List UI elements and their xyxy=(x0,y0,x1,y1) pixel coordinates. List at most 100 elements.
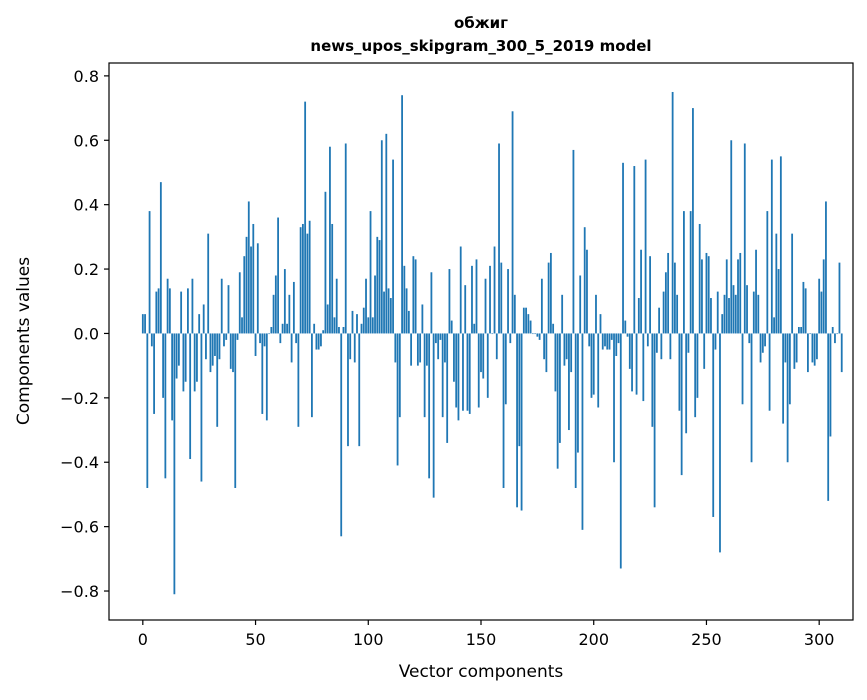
bar-250 xyxy=(705,252,708,334)
bar-257 xyxy=(721,314,724,334)
bar-78 xyxy=(317,333,320,350)
bar-203 xyxy=(599,314,602,334)
bar-217 xyxy=(631,333,633,392)
bar-35 xyxy=(220,278,223,334)
bar-169 xyxy=(522,307,525,334)
bar-97 xyxy=(360,323,363,334)
bar-275 xyxy=(761,333,764,353)
plot-frame xyxy=(108,62,854,621)
bar-41 xyxy=(234,333,237,488)
bar-143 xyxy=(464,285,467,334)
bar-73 xyxy=(306,233,309,334)
bar-186 xyxy=(561,294,564,334)
bar-219 xyxy=(635,333,638,395)
bar-72 xyxy=(304,101,307,334)
bar-155 xyxy=(491,333,494,335)
x-axis-ticks: 0 50 100 150 200 250 300 xyxy=(138,620,834,649)
bar-125 xyxy=(423,333,426,418)
bar-207 xyxy=(608,333,611,350)
bar-287 xyxy=(788,333,791,405)
bar-114 xyxy=(398,333,401,418)
y-tick-label-3: −0.2 xyxy=(60,389,99,408)
bar-14 xyxy=(173,333,176,595)
bar-136 xyxy=(448,269,451,334)
bar-177 xyxy=(540,278,543,334)
bar-124 xyxy=(421,304,424,334)
bar-29 xyxy=(207,233,210,334)
bar-303 xyxy=(825,201,827,334)
bar-216 xyxy=(628,333,631,369)
bar-65 xyxy=(288,294,291,334)
bar-92 xyxy=(349,333,352,360)
bar-182 xyxy=(552,323,555,334)
bar-98 xyxy=(362,307,365,334)
x-tick-label-0: 0 xyxy=(138,630,148,649)
bar-51 xyxy=(256,243,259,334)
bar-204 xyxy=(601,333,604,350)
bar-164 xyxy=(511,111,514,334)
bar-123 xyxy=(419,333,422,363)
bar-301 xyxy=(820,291,823,334)
bar-49 xyxy=(252,223,255,334)
bar-247 xyxy=(698,223,701,334)
bar-202 xyxy=(597,333,600,408)
x-tick-label-250: 250 xyxy=(691,630,722,649)
bar-108 xyxy=(385,133,388,334)
bar-211 xyxy=(617,333,620,344)
bar-17 xyxy=(180,291,183,334)
bar-220 xyxy=(637,298,640,334)
bar-139 xyxy=(455,333,458,408)
bar-95 xyxy=(356,314,358,334)
bar-298 xyxy=(813,333,816,366)
bar-289 xyxy=(793,333,796,369)
bar-134 xyxy=(444,333,446,363)
bar-154 xyxy=(489,265,491,334)
bar-200 xyxy=(592,333,595,395)
bar-187 xyxy=(563,333,566,366)
bar-282 xyxy=(777,269,780,334)
bar-142 xyxy=(462,333,464,411)
bar-152 xyxy=(484,278,487,334)
bar-12 xyxy=(168,288,171,334)
bar-63 xyxy=(283,269,286,334)
bar-244 xyxy=(692,108,694,334)
bar-242 xyxy=(687,333,690,353)
bar-246 xyxy=(696,333,699,398)
y-tick-label-7: 0.6 xyxy=(74,131,99,150)
bar-22 xyxy=(191,278,194,334)
y-tick-label-2: −0.4 xyxy=(60,453,99,472)
y-tick-label-1: −0.6 xyxy=(60,518,99,537)
bar-172 xyxy=(529,320,532,334)
bar-265 xyxy=(739,252,742,334)
bar-21 xyxy=(189,333,192,460)
bar-127 xyxy=(428,333,431,479)
bar-64 xyxy=(286,323,289,334)
bar-159 xyxy=(500,262,503,334)
bar-280 xyxy=(773,317,775,334)
bar-33 xyxy=(216,333,219,427)
bar-131 xyxy=(437,333,440,360)
bar-48 xyxy=(250,246,252,334)
bar-117 xyxy=(405,288,408,334)
bar-16 xyxy=(177,333,180,366)
bar-32 xyxy=(214,333,216,356)
bar-227 xyxy=(653,333,656,508)
bar-113 xyxy=(396,333,399,466)
bar-2 xyxy=(146,333,149,488)
bar-256 xyxy=(719,333,721,553)
bar-38 xyxy=(227,285,230,334)
bar-251 xyxy=(707,256,710,334)
bar-156 xyxy=(493,246,496,334)
bar-46 xyxy=(245,236,248,334)
bar-261 xyxy=(730,140,733,334)
bar-225 xyxy=(649,256,651,334)
x-tick-label-50: 50 xyxy=(245,630,265,649)
bar-82 xyxy=(326,304,329,334)
bar-302 xyxy=(822,259,825,334)
bar-213 xyxy=(622,162,624,334)
bar-151 xyxy=(482,333,485,379)
x-tick-label-100: 100 xyxy=(353,630,384,649)
bar-209 xyxy=(613,333,615,463)
bar-80 xyxy=(322,330,325,334)
